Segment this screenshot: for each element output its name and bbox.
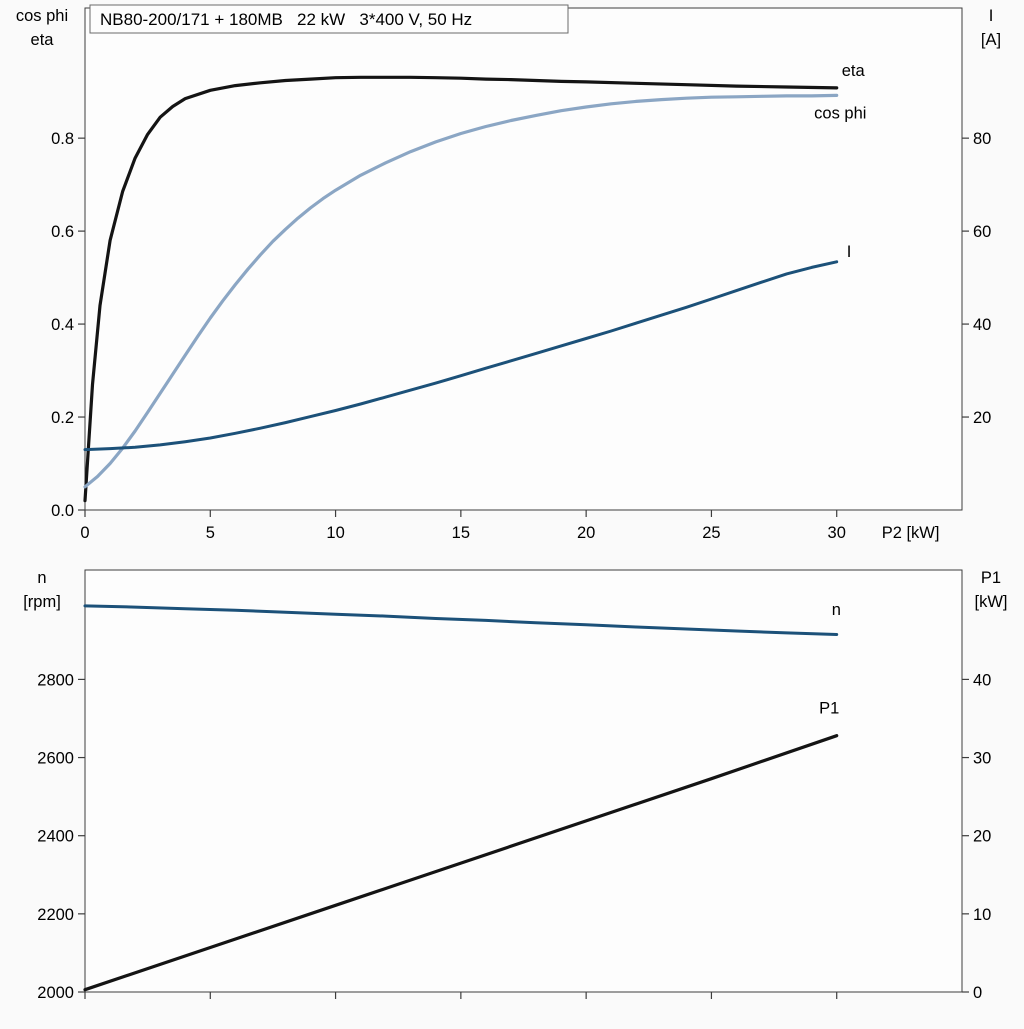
left-tick-label: 0.2 [51, 409, 74, 427]
x-tick-label: 20 [577, 524, 595, 542]
x-tick-label: 30 [828, 524, 846, 542]
left-axis-label: eta [31, 31, 55, 49]
left-tick-label: 0.0 [51, 502, 74, 520]
left-tick-label: 0.8 [51, 130, 74, 148]
eta-curve-label: eta [842, 62, 866, 80]
left-axis-label: cos phi [16, 7, 68, 25]
right-tick-label: 40 [973, 671, 991, 689]
x-axis-label: P2 [kW] [882, 524, 940, 542]
p1-curve [83, 734, 839, 992]
right-tick-label: 80 [973, 130, 991, 148]
right-axis-label: [A] [981, 31, 1001, 49]
right-tick-label: 40 [973, 316, 991, 334]
n-curve [83, 604, 839, 636]
plot-frame [84, 569, 963, 993]
right-axis-label: P1 [981, 569, 1001, 587]
i-curve [83, 260, 839, 452]
left-tick-label: 0.4 [51, 316, 74, 334]
p1-curve-label: P1 [819, 699, 839, 717]
chart-title-box [89, 4, 569, 34]
right-tick-label: 30 [973, 750, 991, 768]
right-tick-label: 60 [973, 223, 991, 241]
right-tick-label: 20 [973, 409, 991, 427]
lower-chart: 2000 2200 2400 2600 2800 0 10 20 30 40 n [rpm] P1 [kW… [23, 569, 1007, 1002]
right-axis-label: [kW] [975, 593, 1008, 611]
x-tick-label: 5 [206, 524, 215, 542]
x-tick-label: 25 [702, 524, 720, 542]
left-tick-label: 2400 [37, 828, 74, 846]
plot-frame [84, 7, 963, 511]
left-tick-label: 0.6 [51, 223, 74, 241]
left-axis-label: [rpm] [23, 593, 61, 611]
x-tick-label: 0 [80, 524, 89, 542]
cos-phi-curve [83, 93, 839, 489]
left-tick-label: 2600 [37, 750, 74, 768]
right-tick-label: 0 [973, 984, 982, 1002]
upper-chart: 0 5 10 15 20 25 30 P2 [kW] 0.0 0.2 0.4 0.6 0.8 20 40 60… [16, 4, 1001, 542]
chart-title: NB80-200/171 + 180MB 22 kW 3*400 V, 50 H… [100, 10, 472, 29]
n-curve-label: n [832, 601, 841, 619]
right-tick-label: 20 [973, 828, 991, 846]
right-tick-label: 10 [973, 906, 991, 924]
left-axis-label: n [37, 569, 46, 587]
x-tick-label: 15 [452, 524, 470, 542]
eta-curve [83, 75, 839, 503]
left-tick-label: 2200 [37, 906, 74, 924]
i-curve-label: I [847, 243, 852, 261]
right-axis-label: I [989, 7, 994, 25]
left-tick-label: 2800 [37, 671, 74, 689]
x-tick-label: 10 [326, 524, 344, 542]
cos-phi-curve-label: cos phi [814, 105, 866, 123]
left-tick-label: 2000 [37, 984, 74, 1002]
